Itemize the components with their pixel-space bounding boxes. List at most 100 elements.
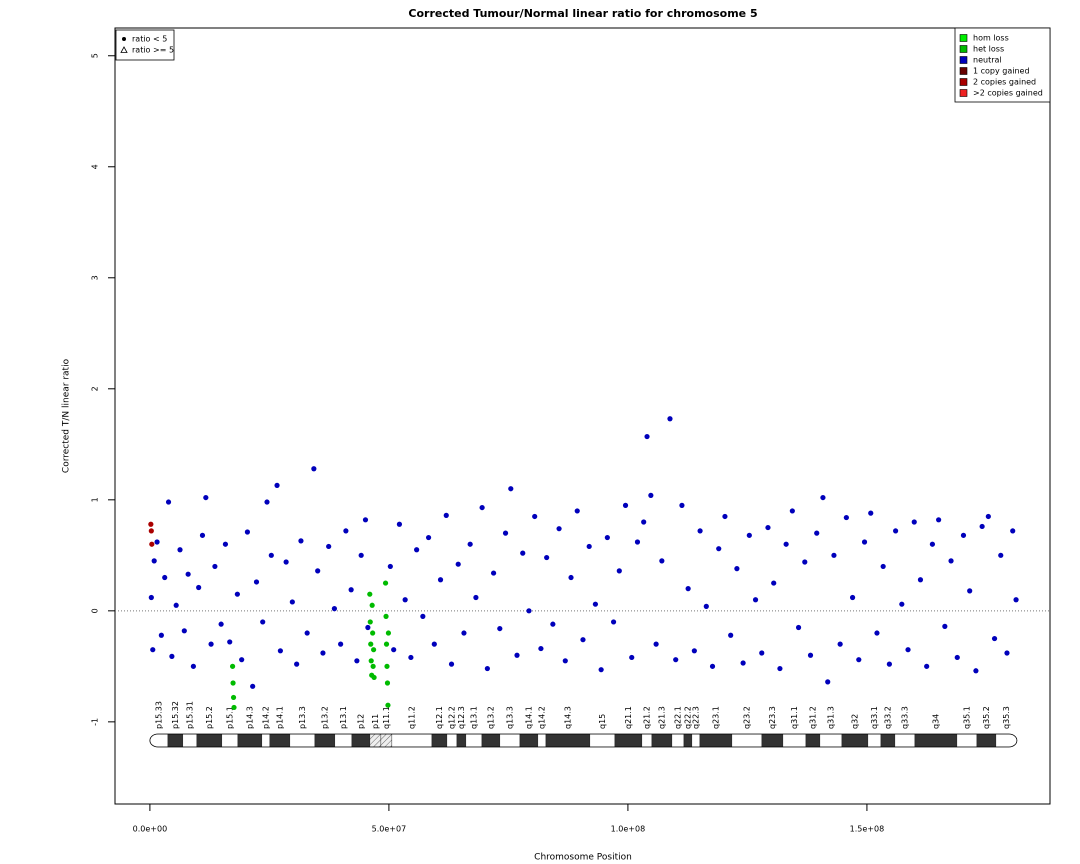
data-point (874, 630, 880, 636)
data-point (586, 543, 592, 550)
data-point (648, 492, 654, 498)
data-point (425, 534, 432, 541)
ideogram-band (289, 734, 316, 747)
ideogram-band (671, 734, 685, 747)
data-point (199, 532, 206, 538)
data-point (230, 694, 237, 701)
ideogram-band (351, 734, 371, 747)
data-point (264, 499, 270, 505)
data-point (644, 433, 650, 440)
data-point (998, 552, 1004, 558)
data-point (679, 502, 685, 508)
data-point (967, 588, 973, 594)
ideogram-band (614, 734, 643, 747)
shape-legend-label: ratio < 5 (132, 35, 167, 44)
band-label: p15.2 (205, 706, 214, 729)
data-point (165, 499, 172, 505)
ideogram-band (782, 734, 807, 747)
band-label: q11.2 (407, 706, 416, 729)
data-point (148, 521, 154, 527)
legend-label: hom loss (973, 34, 1009, 43)
data-point (538, 645, 544, 652)
data-point (825, 679, 831, 685)
data-point (520, 550, 526, 556)
band-label: q15 (598, 714, 607, 729)
data-point (616, 568, 622, 574)
data-point (508, 486, 514, 492)
data-point (229, 663, 236, 669)
data-point (526, 608, 532, 614)
ideogram-band (519, 734, 539, 747)
ideogram-band (956, 734, 978, 747)
data-point (260, 619, 266, 625)
data-point (985, 513, 991, 520)
band-label: q35.2 (982, 706, 991, 729)
data-point (338, 641, 344, 647)
data-point (385, 630, 392, 636)
data-point (691, 648, 697, 654)
data-point (177, 547, 183, 553)
data-point (185, 571, 191, 577)
band-label: q12.3 (457, 706, 466, 729)
data-point (196, 584, 202, 591)
ideogram-band (914, 734, 958, 747)
data-point (148, 528, 154, 534)
data-point (222, 541, 229, 547)
data-point (604, 534, 610, 541)
legend-swatch (959, 78, 968, 86)
data-point (728, 632, 734, 638)
y-tick-label: 3 (91, 275, 100, 280)
data-point (610, 619, 617, 625)
data-point (868, 510, 874, 516)
y-tick-label: 4 (91, 164, 100, 169)
band-label: q14.3 (563, 706, 572, 729)
data-point (905, 647, 911, 653)
band-label: q21.3 (657, 706, 666, 729)
band-label: p13.3 (298, 706, 307, 729)
data-point (455, 561, 461, 567)
data-point (886, 661, 892, 667)
ideogram-band (761, 734, 784, 747)
ideogram-band (196, 734, 223, 747)
legend-box (954, 27, 1051, 103)
band-label: q22.3 (691, 706, 700, 729)
band-label: p11 (371, 714, 380, 729)
band-label: q33.3 (900, 706, 909, 729)
ideogram-band (456, 734, 467, 747)
data-point (634, 539, 641, 545)
band-label: q31.3 (826, 706, 835, 729)
data-point (443, 512, 449, 518)
data-point (402, 597, 408, 603)
data-point (843, 514, 849, 521)
data-point (169, 653, 175, 659)
data-point (283, 559, 289, 565)
x-tick-label: 5.0e+07 (372, 825, 407, 834)
band-label: q14.2 (537, 706, 546, 729)
data-point (899, 601, 905, 607)
data-point (1010, 528, 1016, 534)
ideogram-band (167, 734, 184, 747)
data-point (311, 466, 317, 472)
ideogram-band (431, 734, 448, 747)
ideogram-band (481, 734, 501, 747)
data-point (365, 624, 371, 631)
legend-shape (120, 46, 128, 53)
data-point (274, 482, 280, 488)
band-label: p15.31 (185, 701, 194, 729)
ideogram-band (314, 734, 336, 747)
data-point (629, 654, 635, 661)
legend-label: het loss (973, 45, 1004, 54)
data-point (414, 547, 420, 553)
data-point (849, 594, 856, 601)
band-label: p14.1 (275, 706, 284, 729)
x-tick-label: 1.0e+08 (611, 825, 646, 834)
data-point (367, 619, 373, 625)
data-point (592, 601, 599, 607)
ideogram-band (880, 734, 896, 747)
data-point (574, 508, 580, 514)
shape-legend-label: ratio >= 5 (132, 46, 174, 55)
data-point (348, 587, 354, 593)
ideogram-band (537, 734, 547, 747)
data-point (218, 621, 224, 627)
